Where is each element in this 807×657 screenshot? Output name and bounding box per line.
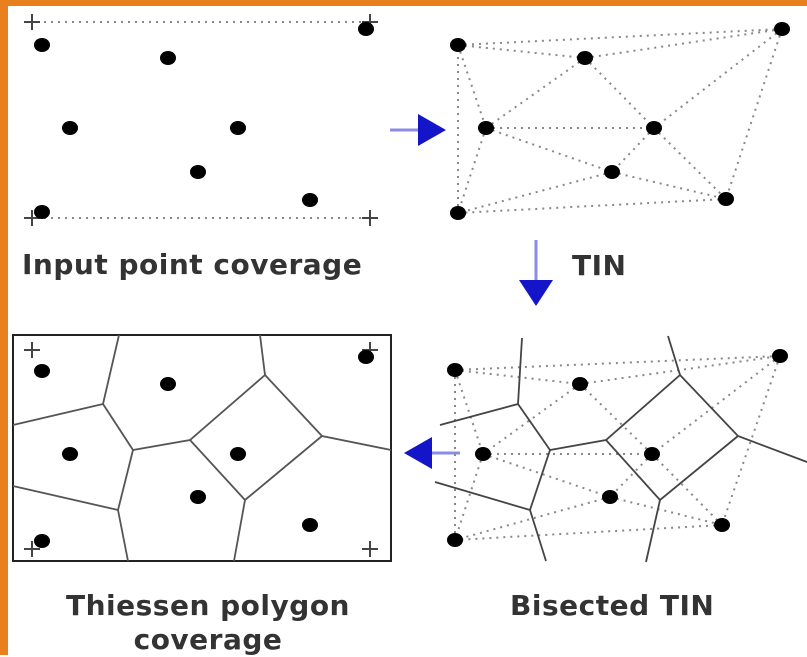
tin-points (450, 22, 790, 220)
tin-panel (450, 22, 790, 220)
arrow-right-icon (390, 114, 446, 146)
thiessen-frame (12, 334, 392, 562)
caption-tin: TIN (572, 249, 627, 282)
bisected-tin-panel (434, 335, 807, 563)
arrow-down-icon (519, 240, 553, 306)
caption-thiessen-polygon-coverage: Thiessen polygon coverage (66, 589, 350, 656)
thiessen-panel (12, 334, 392, 562)
corner-tic-marks (24, 14, 378, 226)
thiessen-points (34, 350, 374, 548)
tin-edges (457, 28, 783, 214)
thiessen-corner-tics (24, 342, 378, 557)
thiessen-polygon-edges (12, 334, 392, 562)
bisected-tin-points (447, 349, 788, 547)
bisected-tin-edges (454, 355, 781, 541)
input-points (34, 22, 374, 219)
caption-input-point-coverage: Input point coverage (22, 248, 363, 281)
caption-bisected-tin: Bisected TIN (510, 589, 715, 622)
arrow-left-icon (404, 437, 460, 469)
input-point-panel (24, 14, 378, 226)
bisector-edges (434, 335, 807, 563)
